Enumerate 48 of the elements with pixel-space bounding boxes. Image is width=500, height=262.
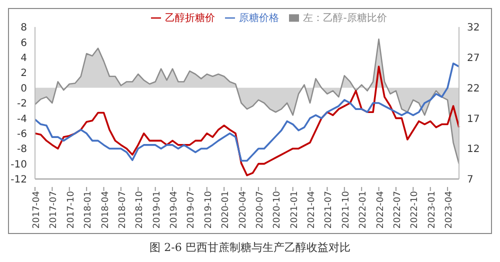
y-tick-label: 8: [20, 22, 27, 34]
y-tick-label: 6: [20, 38, 27, 49]
x-tick-label: 2020-01: [221, 191, 232, 229]
x-tick-label: 2017-04: [32, 190, 42, 229]
y2-tick-label: 12: [467, 144, 480, 156]
y-tick-label: -10: [10, 159, 27, 170]
y2-tick-label: 17: [467, 114, 480, 125]
x-tick-label: 2022-04: [376, 190, 386, 229]
x-tick-label: 2019-04: [170, 190, 180, 229]
legend-label: 乙醇折糖价: [165, 13, 216, 24]
x-tick-label: 2019-07: [186, 191, 197, 229]
y-tick-label: -6: [17, 128, 27, 140]
x-tick-label: 2023-04: [444, 190, 455, 229]
x-tick-label: 2019-10: [204, 190, 214, 229]
x-tick-label: 2018-10: [135, 190, 146, 229]
x-tick-label: 2020-07: [255, 191, 266, 229]
legend-label: 左：乙醇-原糖比价: [303, 13, 387, 24]
y-tick-label: 4: [20, 52, 27, 64]
y-tick-label: 2: [20, 68, 27, 80]
x-tick-label: 2021-01: [290, 191, 300, 229]
line-series: [34, 66, 460, 176]
x-tick-label: 2022-10: [410, 190, 420, 229]
x-tick-label: 2020-10: [272, 190, 283, 229]
y2-tick-label: 22: [467, 83, 480, 94]
x-tick-label: 2018-07: [118, 191, 128, 229]
line-series: [34, 62, 460, 162]
x-tick-label: 2019-01: [152, 191, 162, 229]
y2-tick-label: 27: [467, 52, 480, 64]
y-tick-label: -12: [10, 174, 27, 186]
x-tick-label: 2022-07: [392, 191, 403, 229]
x-tick-label: 2020-04: [238, 190, 248, 229]
x-tick-label: 2017-10: [66, 190, 76, 229]
x-tick-label: 2018-04: [100, 190, 111, 229]
x-tick-label: 2022-01: [358, 191, 369, 229]
y2-tick-label: 7: [467, 174, 474, 186]
text: 图 2-6 巴西甘蔗制糖与生产乙醇收益对比: [148, 240, 352, 255]
x-tick-label: 2018-01: [84, 191, 94, 229]
y-tick-label: -4: [17, 114, 27, 125]
x-tick-label: 2023-01: [427, 191, 438, 229]
x-tick-label: 2021-10: [341, 190, 352, 229]
y-tick-label: -2: [17, 98, 27, 110]
x-tick-label: 2021-04: [307, 190, 318, 229]
legend-label: 原糖价格: [239, 13, 280, 24]
y2-tick-label: 32: [467, 22, 480, 34]
x-tick-label: 2017-07: [49, 191, 60, 229]
y-tick-label: -8: [17, 144, 27, 156]
x-tick-label: 2021-07: [324, 191, 334, 229]
y-tick-label: 0: [20, 83, 27, 94]
